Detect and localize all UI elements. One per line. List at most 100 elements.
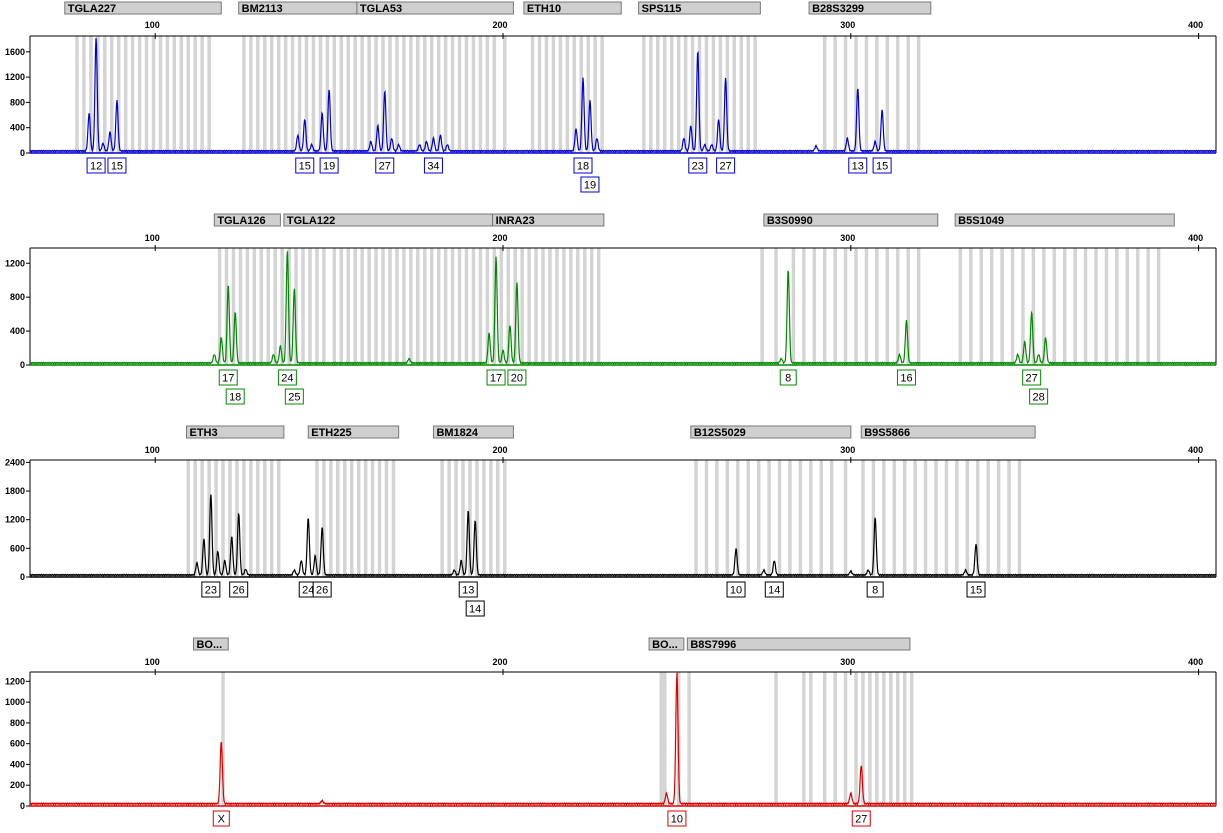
bin-band	[520, 248, 524, 365]
bin-band	[864, 36, 869, 153]
bin-band	[475, 460, 479, 577]
allele-call-label: 28	[1032, 392, 1044, 404]
x-tick-label: 200	[492, 233, 507, 243]
bin-band	[245, 248, 250, 365]
bin-band	[1104, 248, 1109, 365]
bin-band	[374, 248, 378, 365]
bin-band	[311, 36, 316, 153]
bin-band	[669, 36, 674, 153]
bin-band	[123, 36, 128, 153]
bin-band	[235, 460, 239, 577]
x-tick-label: 100	[145, 445, 160, 455]
allele-call-label: 24	[281, 373, 293, 385]
x-tick-label: 200	[492, 657, 507, 667]
bin-band	[89, 36, 93, 153]
bin-band	[454, 460, 458, 577]
bin-band	[304, 36, 309, 153]
marker-label: B28S3299	[812, 3, 864, 15]
allele-call-box	[212, 810, 230, 827]
allele-call-box	[201, 581, 221, 598]
panel-4: BO... BO... B8S7996 100 200 300 400 0 200 400 600 8…	[5, 637, 1217, 827]
bin-band	[503, 36, 507, 153]
bin-band	[221, 672, 225, 806]
allele-call-label: 27	[855, 814, 867, 826]
allele-call-box	[277, 369, 297, 386]
allele-call-label: 23	[692, 161, 704, 173]
bin-band	[482, 460, 486, 577]
y-tick-label: 0	[20, 572, 25, 582]
bin-band	[725, 460, 730, 577]
allele-call-box	[726, 581, 746, 598]
y-tick-label: 1200	[5, 676, 25, 686]
bin-band	[774, 248, 778, 365]
bin-band	[534, 248, 538, 365]
allele-call-label: 17	[490, 373, 502, 385]
bin-band	[704, 460, 709, 577]
allele-call-box	[716, 157, 736, 174]
bin-band	[774, 672, 778, 806]
marker-bar	[432, 425, 514, 439]
bin-band	[583, 248, 587, 365]
bin-band	[447, 460, 451, 577]
bin-band	[819, 460, 823, 577]
allele-call-label: 18	[577, 161, 589, 173]
bin-band	[746, 36, 750, 153]
bin-band	[683, 36, 688, 153]
bin-band	[363, 460, 368, 577]
bin-band	[144, 36, 149, 153]
bin-band	[822, 36, 827, 153]
bin-band	[158, 36, 163, 153]
allele-call-box	[465, 600, 485, 617]
bin-band	[996, 460, 1001, 577]
marker-bar	[307, 425, 400, 439]
allele-call-label: 26	[233, 585, 245, 597]
bin-band	[659, 672, 667, 806]
bin-band	[332, 36, 337, 153]
bin-band	[909, 672, 914, 806]
bin-band	[1115, 248, 1119, 365]
bin-band	[906, 36, 910, 153]
bin-band	[812, 248, 817, 365]
allele-call-box	[866, 581, 884, 598]
bin-band	[711, 36, 716, 153]
x-tick-label: 400	[1188, 233, 1203, 243]
bin-band	[249, 36, 253, 153]
bin-band	[217, 248, 222, 365]
allele-call-label: 27	[379, 161, 391, 173]
bin-band	[802, 248, 806, 365]
y-tick-label: 1600	[5, 47, 25, 57]
allele-call-box	[375, 157, 395, 174]
bin-band	[381, 36, 385, 153]
bin-band	[256, 460, 260, 577]
bin-band	[339, 36, 344, 153]
bin-band	[349, 460, 354, 577]
bin-band	[593, 36, 597, 153]
bin-band	[656, 36, 660, 153]
allele-call-box	[872, 157, 892, 174]
bin-band	[301, 248, 305, 365]
bin-band	[1083, 248, 1088, 365]
allele-call-label: 12	[90, 161, 102, 173]
bin-band	[165, 36, 170, 153]
bin-band	[1017, 460, 1022, 577]
bin-band	[200, 460, 204, 577]
bin-band	[1052, 248, 1057, 365]
bin-band	[600, 36, 604, 153]
allele-call-label: 13	[462, 585, 474, 597]
bin-band	[423, 248, 427, 365]
allele-call-box	[284, 388, 304, 405]
marker-label: BO...	[652, 639, 678, 651]
bin-band	[137, 36, 142, 153]
bin-band	[976, 460, 980, 577]
marker-label: BM1824	[436, 427, 478, 439]
marker-bar	[192, 637, 229, 651]
bin-band	[370, 460, 375, 577]
marker-bar	[492, 213, 605, 227]
bin-band	[252, 248, 257, 365]
bin-band	[402, 36, 406, 153]
y-tick-label: 800	[10, 292, 25, 302]
bin-band	[537, 36, 542, 153]
